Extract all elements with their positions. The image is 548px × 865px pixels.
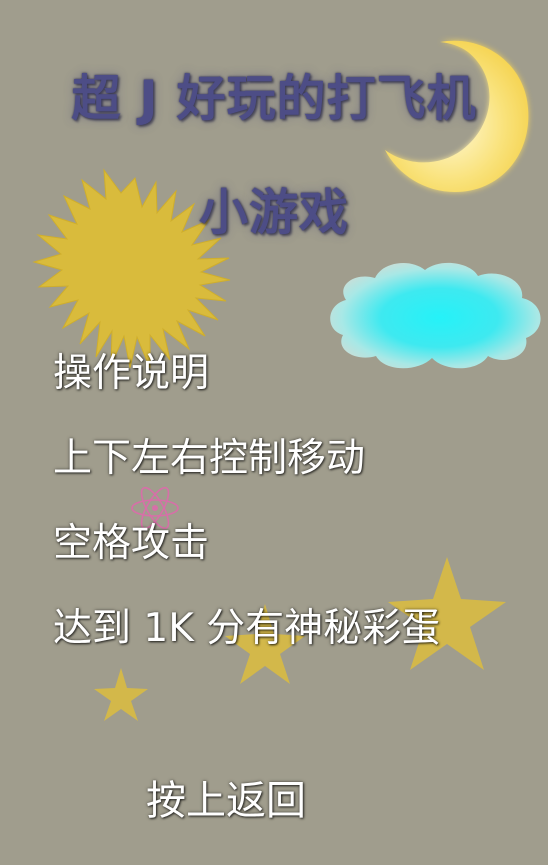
star-icon [94,668,148,721]
star-icon [225,604,305,684]
instructions-panel: 操作说明 上下左右控制移动 空格攻击 达到 1K 分有神秘彩蛋 [53,343,523,660]
instructions-heading: 操作说明 [53,351,210,396]
moon-icon [385,40,529,192]
instruction-move: 上下左右控制移动 [53,436,366,481]
atom-icon [131,486,179,530]
back-button[interactable]: 按上返回 [146,778,306,824]
game-title-line-1: 超 J 好玩的打飞机 [71,70,477,127]
game-title-line-2: 小游戏 [198,184,349,241]
instruction-attack: 空格攻击 [53,521,210,566]
cloud-icon [330,262,541,369]
star-icon [388,557,506,670]
sun-icon [32,168,231,369]
instruction-easter-egg: 达到 1K 分有神秘彩蛋 [53,606,441,651]
